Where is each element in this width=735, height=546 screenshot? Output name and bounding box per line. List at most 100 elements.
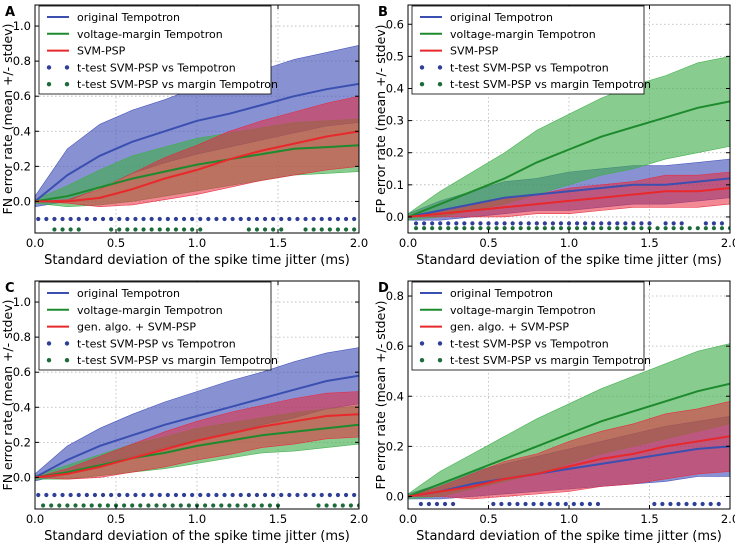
y-tick-label: 0.0	[386, 210, 404, 224]
sig-dot	[319, 216, 324, 222]
y-axis-label: FN error rate (mean +/- stdev)	[0, 300, 15, 491]
sig-dot	[165, 227, 170, 232]
sig-dot	[230, 492, 235, 498]
sig-dot	[558, 226, 564, 231]
legend-label: original Tempotron	[450, 287, 553, 300]
sig-dot	[343, 492, 349, 498]
legend-label: voltage-margin Tempotron	[77, 304, 223, 317]
y-tick-label: 0.6	[386, 17, 404, 31]
sig-dot	[615, 511, 619, 515]
sig-dot	[692, 501, 697, 507]
sig-dot	[700, 501, 705, 507]
sig-dot	[507, 501, 512, 507]
sig-dot	[170, 503, 175, 508]
sig-dot	[470, 221, 475, 226]
sig-dot	[454, 226, 459, 231]
legend-dot	[419, 82, 425, 87]
sig-dot	[430, 226, 435, 231]
sig-dot	[550, 226, 556, 231]
sig-dot	[52, 216, 57, 222]
sig-dot	[186, 503, 191, 508]
sig-dot	[335, 492, 341, 498]
sig-dot	[595, 501, 601, 507]
sig-dot	[527, 511, 531, 515]
sig-dot	[324, 503, 329, 508]
sig-dot	[413, 226, 419, 231]
band-3	[35, 391, 359, 480]
sig-dot	[663, 226, 668, 231]
x-tick-label: 2.0	[721, 236, 735, 250]
sig-dot	[684, 501, 689, 507]
sig-dot	[470, 511, 474, 515]
series-line-2	[35, 144, 359, 203]
legend: original Tempotron voltage-margin Tempotr…	[38, 5, 278, 95]
sig-dot	[422, 226, 427, 231]
series-line-1	[408, 177, 730, 218]
sig-dot	[92, 216, 98, 222]
sig-dot	[664, 511, 668, 515]
plot-area	[408, 343, 730, 515]
legend-frame	[411, 281, 645, 371]
x-tick-label: 0.0	[399, 236, 417, 250]
sig-dot	[655, 226, 660, 231]
sig-dot	[356, 503, 359, 508]
sig-dot	[311, 227, 316, 232]
x-tick-label: 0.0	[399, 512, 417, 526]
sig-dot	[157, 492, 162, 498]
sig-dot	[254, 227, 260, 232]
sig-dot	[109, 227, 114, 232]
x-tick-label: 1.5	[269, 236, 287, 250]
sig-dot	[198, 492, 203, 498]
sig-dot	[607, 226, 612, 231]
y-tick-label: 0.2	[386, 146, 404, 160]
sig-dot	[76, 492, 81, 498]
sig-dot	[271, 227, 276, 232]
sig-dot	[462, 511, 466, 515]
y-tick-label: 0.6	[13, 365, 31, 379]
sig-dot	[279, 216, 284, 222]
sig-dot	[36, 216, 41, 222]
sig-dot	[442, 501, 448, 507]
sig-dot	[73, 503, 78, 508]
legend-label: t-test SVM-PSP vs Tempotron	[77, 337, 236, 350]
sig-dot	[206, 492, 211, 498]
sig-dot	[486, 226, 491, 231]
y-tick-label: 0.0	[386, 489, 404, 503]
sig-dot	[583, 511, 587, 515]
legend: original Tempotron voltage-margin Tempotr…	[411, 5, 651, 95]
sig-dot	[599, 226, 604, 231]
sig-dot	[125, 216, 130, 222]
x-tick-label: 0.5	[479, 512, 497, 526]
sig-dot	[52, 492, 57, 498]
y-tick-label: 0.4	[386, 389, 404, 403]
x-tick-label: 1.0	[188, 512, 206, 526]
sig-dot	[623, 511, 627, 515]
series-line-3	[408, 187, 730, 218]
panel-label: D	[378, 281, 389, 296]
legend-label: SVM-PSP	[450, 45, 499, 58]
sig-dot	[52, 227, 57, 232]
x-axis-label: Standard deviation of the spike time jit…	[44, 253, 350, 268]
y-tick-label: 0.4	[386, 81, 404, 95]
sig-dot	[279, 227, 284, 232]
sig-dot	[149, 227, 154, 232]
sig-dot	[454, 221, 459, 226]
sig-dot	[117, 227, 122, 232]
sig-dot	[696, 511, 700, 515]
y-tick-label: 0.1	[386, 178, 404, 192]
sig-dot	[49, 503, 54, 508]
y-tick-label: 0.2	[386, 439, 404, 453]
sig-dot	[246, 227, 251, 232]
legend-label: t-test SVM-PSP vs Tempotron	[450, 337, 609, 350]
sig-dot	[519, 511, 523, 515]
plot-area	[408, 56, 730, 231]
sig-dot	[222, 216, 227, 222]
sig-dot	[703, 226, 708, 231]
sig-dot	[563, 501, 568, 507]
sig-dot	[246, 216, 251, 222]
sig-dot	[287, 492, 292, 498]
sig-dot	[430, 221, 435, 226]
sig-dot	[542, 226, 547, 231]
sig-dot	[149, 216, 154, 222]
